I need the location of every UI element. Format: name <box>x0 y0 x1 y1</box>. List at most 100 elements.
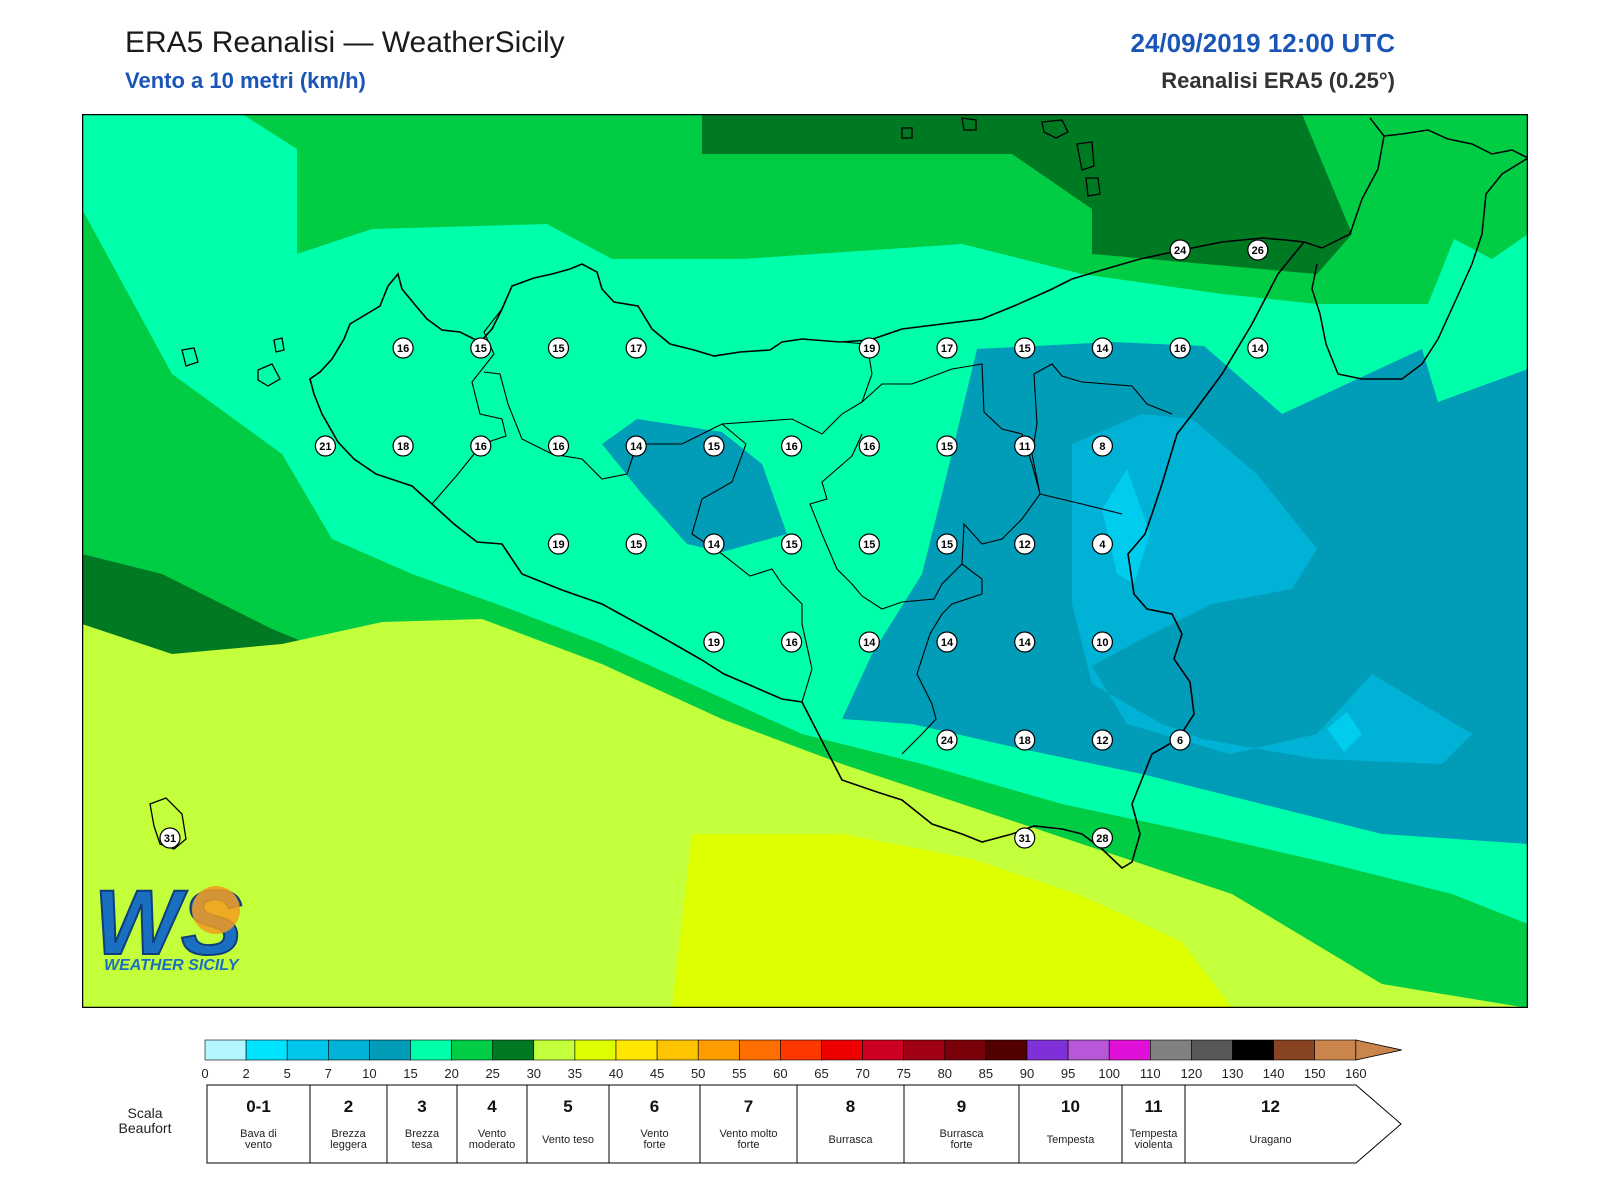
station-value: 16 <box>552 441 564 453</box>
station-marker: 6 <box>1169 729 1191 751</box>
colorbar-tick: 35 <box>568 1066 582 1081</box>
colorbar-swatch <box>204 1039 247 1061</box>
station-value: 15 <box>863 539 875 551</box>
station-value: 16 <box>475 441 487 453</box>
colorbar-swatch <box>1150 1039 1192 1061</box>
station-circle <box>1169 239 1191 261</box>
station-marker: 15 <box>625 533 647 555</box>
colorbar-swatch <box>327 1039 370 1061</box>
station-marker: 16 <box>780 631 803 653</box>
station-value: 14 <box>941 637 954 649</box>
colorbar-tick: 100 <box>1098 1066 1120 1081</box>
station-marker: 10 <box>1091 631 1114 653</box>
station-marker: 16 <box>392 337 414 359</box>
station-circle <box>547 533 570 555</box>
beaufort-box <box>309 1084 388 1164</box>
beaufort-label: Scala Beaufort <box>119 1105 172 1136</box>
band-35-40 <box>672 834 1232 1008</box>
band-30-35 <box>82 619 1528 1008</box>
beaufort-scale: Scala Beaufort 0-1 Bava di vento 2 Brezza legge… <box>119 1084 1402 1164</box>
station-circle <box>1014 827 1036 849</box>
beaufort-cell: 0-1 Bava di vento <box>206 1084 311 1164</box>
colorbar-tick: 0 <box>201 1066 208 1081</box>
station-marker: 19 <box>703 631 725 653</box>
legend: 0 2 5 7 10 15 20 25 30 35 40 45 50 55 60 65 70 75 80 85 90 95… <box>119 1039 1402 1164</box>
beaufort-cell: 11 Tempesta violenta <box>1121 1084 1186 1164</box>
colorbar <box>204 1039 1402 1061</box>
station-marker: 15 <box>703 435 725 457</box>
station-value: 26 <box>1252 245 1264 257</box>
colorbar-swatch <box>985 1039 1028 1061</box>
beaufort-desc: Burrasca forte <box>939 1128 984 1151</box>
station-value: 15 <box>941 539 953 551</box>
colorbar-swatch <box>410 1039 452 1061</box>
station-marker: 14 <box>1247 337 1269 359</box>
station-marker: 11 <box>1014 435 1036 457</box>
station-value: 14 <box>708 539 721 551</box>
station-value: 19 <box>708 637 720 649</box>
station-value: 15 <box>1019 343 1031 355</box>
colorbar-ticks: 0 2 5 7 10 15 20 25 30 35 40 45 50 55 60 65 70 75 80 85 90 95… <box>201 1066 1366 1081</box>
station-marker: 26 <box>1247 239 1269 261</box>
station-markers: 16 15 15 17 19 17 15 14 16 14 21 18 16 16 14 15 16 16 15 11… <box>159 239 1269 849</box>
station-value: 18 <box>1019 735 1031 747</box>
station-circle <box>858 533 880 555</box>
beaufort-number: 9 <box>957 1097 966 1116</box>
colorbar-tick: 7 <box>325 1066 332 1081</box>
station-value: 14 <box>1096 343 1109 355</box>
beaufort-desc: Brezza leggera <box>330 1128 368 1151</box>
beaufort-cell: 2 Brezza leggera <box>309 1084 388 1164</box>
colorbar-swatch <box>903 1039 946 1061</box>
station-value: 21 <box>319 441 331 453</box>
colorbar-tick: 85 <box>979 1066 993 1081</box>
station-circle <box>780 631 803 653</box>
colorbar-swatch <box>780 1039 822 1061</box>
beaufort-cell: 7 Vento molto forte <box>699 1084 798 1164</box>
station-circle <box>1014 337 1036 359</box>
beaufort-box <box>206 1084 311 1164</box>
beaufort-cell: 8 Burrasca <box>796 1084 905 1164</box>
station-circle <box>470 435 492 457</box>
station-marker: 19 <box>547 533 570 555</box>
colorbar-tick: 2 <box>242 1066 249 1081</box>
station-circle <box>1169 337 1191 359</box>
colorbar-swatch <box>1108 1039 1151 1061</box>
beaufort-number: 11 <box>1145 1097 1163 1116</box>
station-circle <box>1091 337 1114 359</box>
station-circle <box>703 533 725 555</box>
beaufort-box <box>1121 1084 1186 1164</box>
station-marker: 15 <box>547 337 570 359</box>
station-circle <box>1247 239 1269 261</box>
station-value: 14 <box>1019 637 1032 649</box>
colorbar-swatch <box>1191 1039 1233 1061</box>
station-value: 18 <box>397 441 409 453</box>
colorbar-tick: 95 <box>1061 1066 1075 1081</box>
station-marker: 17 <box>936 337 958 359</box>
beaufort-cell: 9 Burrasca forte <box>903 1084 1020 1164</box>
station-marker: 15 <box>936 435 958 457</box>
colorbar-tick: 50 <box>691 1066 705 1081</box>
station-circle <box>1169 729 1191 751</box>
beaufort-number: 4 <box>487 1097 497 1116</box>
band-7-10 <box>1072 414 1472 764</box>
station-marker: 14 <box>1014 631 1036 653</box>
colorbar-tick: 5 <box>284 1066 291 1081</box>
calabria-coastline <box>1303 117 1528 380</box>
band-10-15-west <box>602 419 787 552</box>
station-marker: 12 <box>1091 729 1114 751</box>
station-circle <box>547 337 570 359</box>
colorbar-swatch <box>286 1039 329 1061</box>
beaufort-box <box>1018 1084 1123 1164</box>
station-circle <box>936 729 958 751</box>
station-marker: 24 <box>1169 239 1191 261</box>
logo-caption: WEATHER SICILY <box>104 957 240 974</box>
model-label: Reanalisi ERA5 (0.25°) <box>1161 68 1395 93</box>
colorbar-tick: 20 <box>444 1066 458 1081</box>
colorbar-tick: 10 <box>362 1066 376 1081</box>
station-value: 15 <box>941 441 953 453</box>
station-marker: 14 <box>1091 337 1114 359</box>
station-value: 4 <box>1099 539 1106 551</box>
beaufort-desc: Vento teso <box>542 1134 594 1146</box>
beaufort-desc: Burrasca <box>828 1134 873 1146</box>
station-circle <box>1091 533 1114 555</box>
